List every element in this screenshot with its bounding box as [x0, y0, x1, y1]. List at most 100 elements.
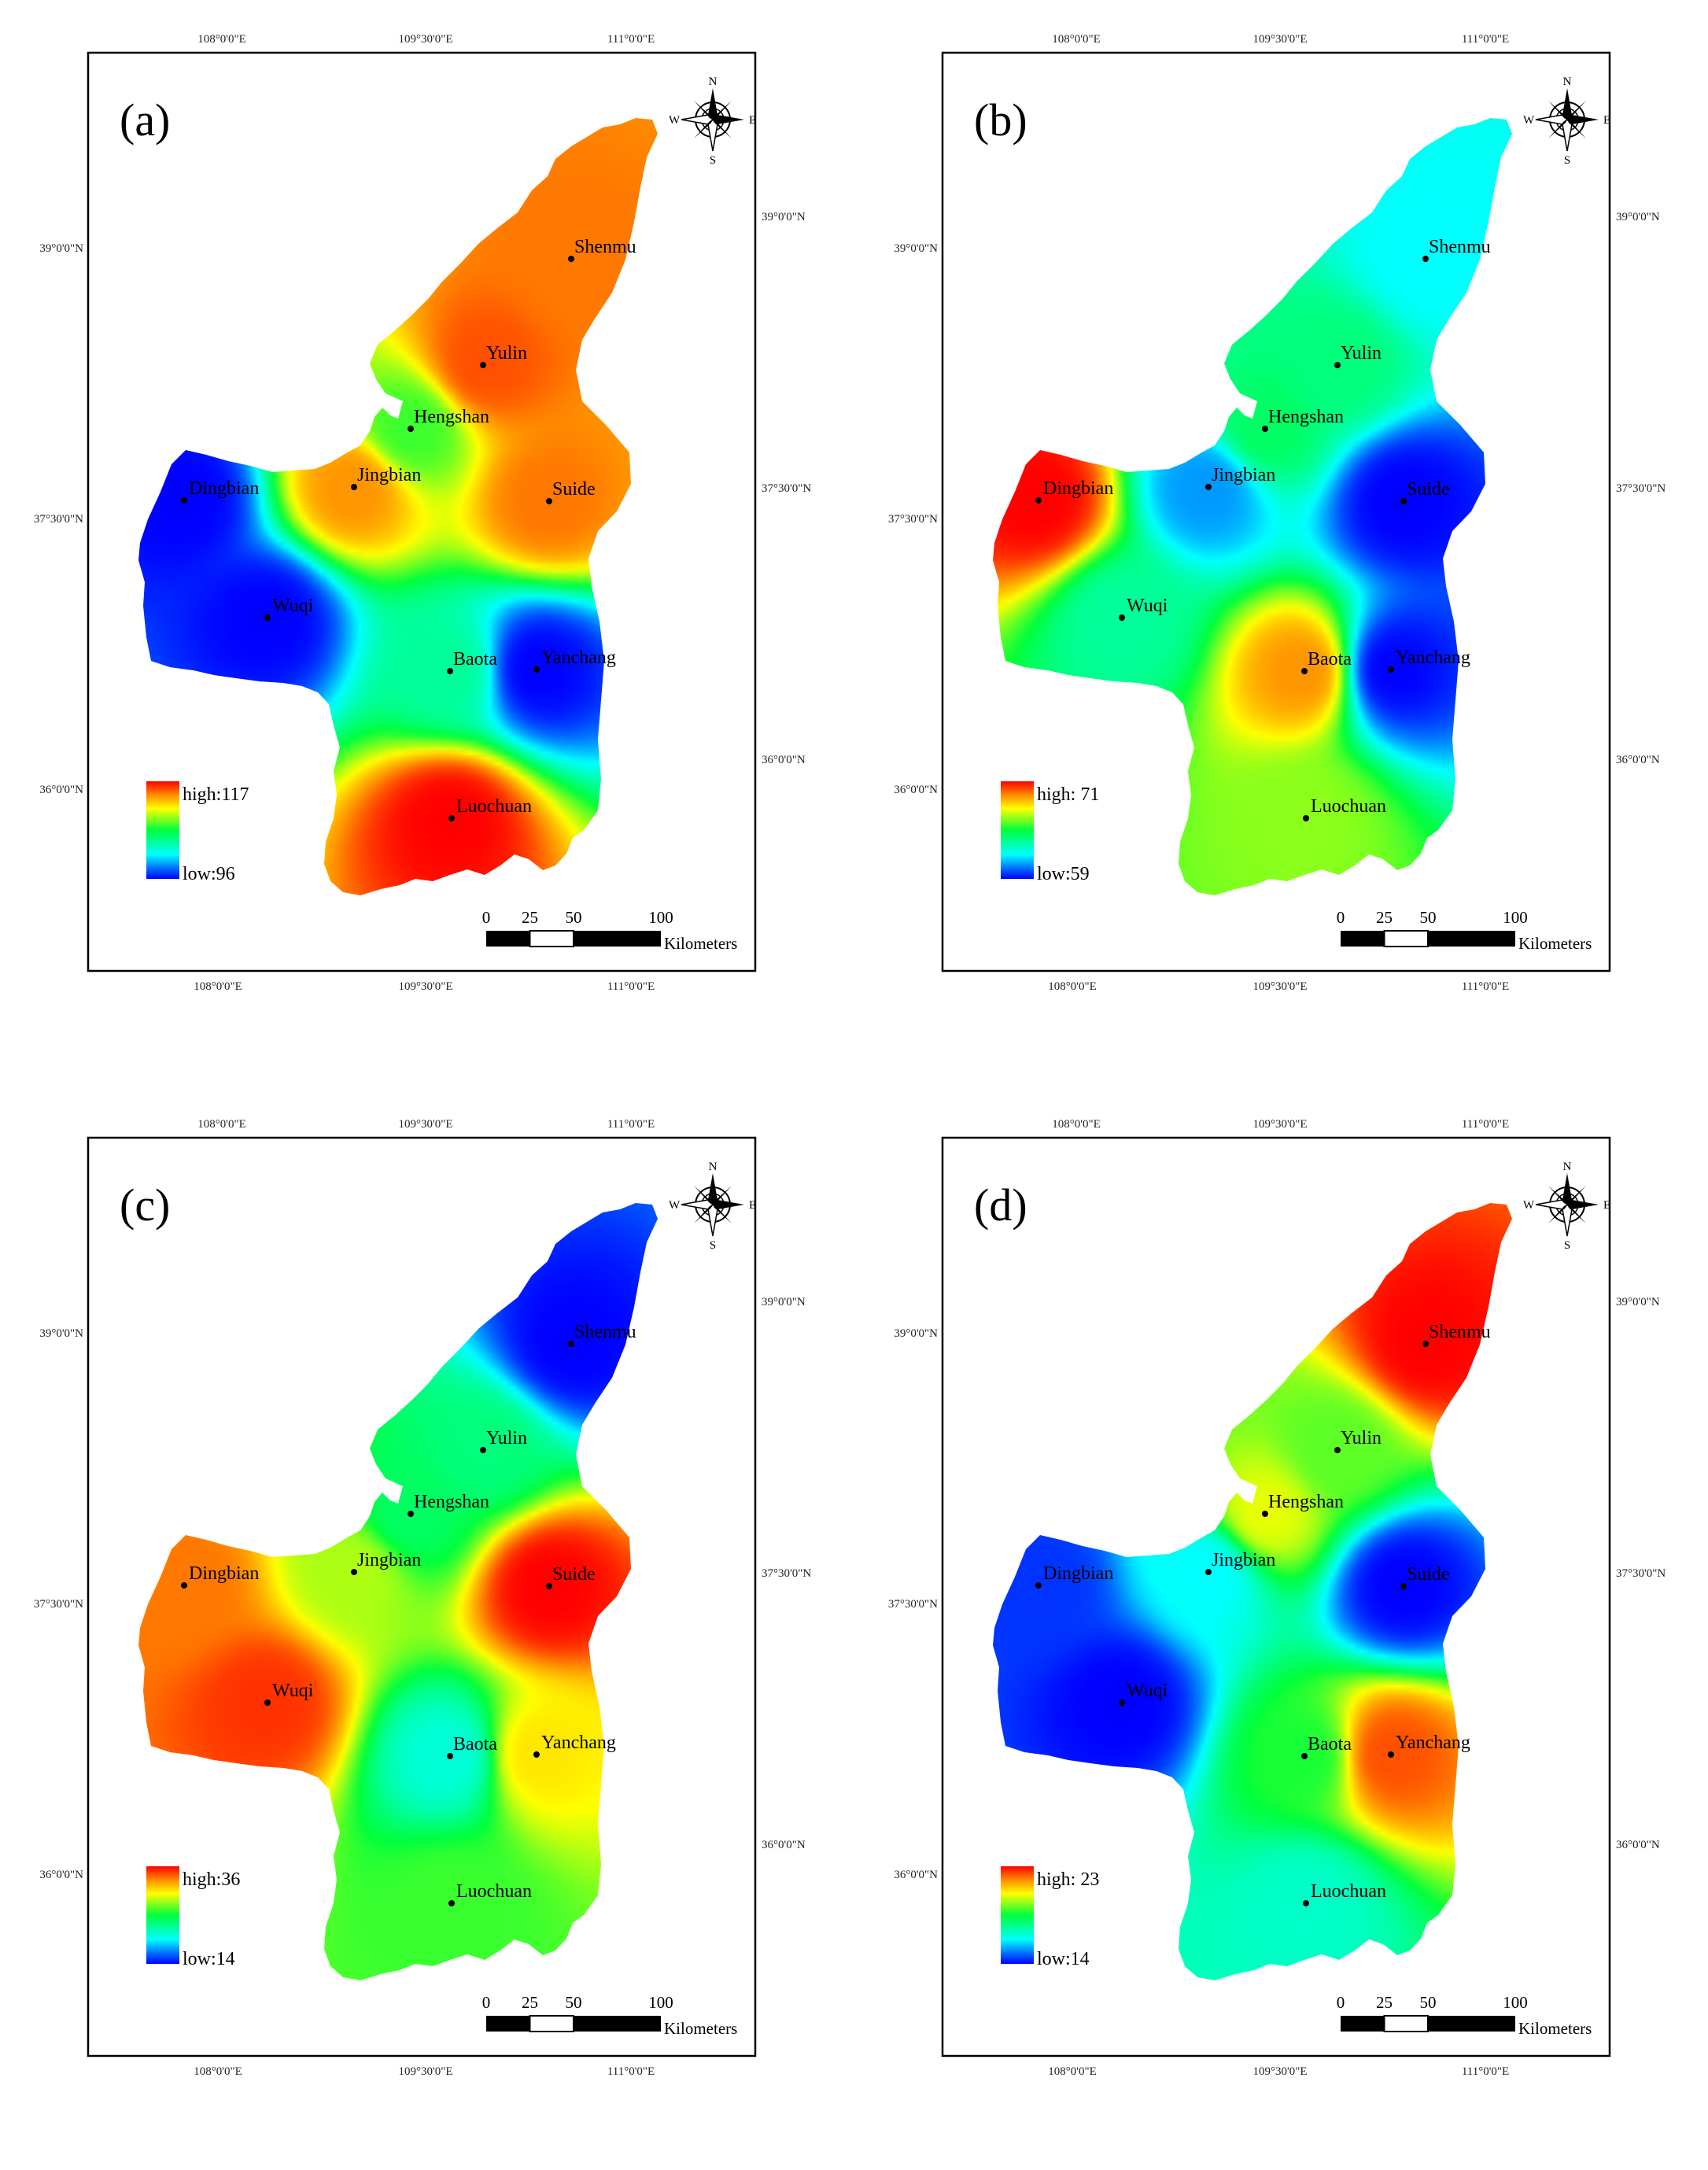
city-label: Baota: [453, 649, 497, 670]
bottom-lon-tick-label: 111°0'0"E: [607, 980, 655, 993]
city-marker: Wuqi: [264, 1681, 314, 1706]
scale-bar: 0 25 50 100 Kilometers: [482, 1993, 738, 2038]
scale-tick-label: 0: [482, 1993, 491, 2012]
compass-letter: S: [710, 1239, 716, 1252]
bottom-lon-tick-label: 109°30'0"E: [1253, 980, 1308, 993]
compass-rose-icon: N S E W: [1523, 76, 1610, 167]
city-label: Shenmu: [574, 237, 636, 257]
map-svg: 108°0'0"E 109°30'0"E 111°0'0"E 108°0'0"E 109…: [888, 1118, 1666, 2078]
left-lat-tick-label: 39°0'0"N: [894, 242, 938, 255]
city-label: Jingbian: [1212, 465, 1275, 485]
city-label: Dingbian: [189, 478, 259, 499]
top-lon-tick-label: 109°30'0"E: [1253, 1118, 1308, 1131]
city-label: Luochuan: [1311, 796, 1386, 817]
scale-bar: 0 25 50 100 Kilometers: [482, 908, 738, 953]
city-label: Luochuan: [1311, 1881, 1386, 1902]
bottom-lon-tick-label: 111°0'0"E: [1462, 980, 1509, 993]
left-lat-tick-label: 36°0'0"N: [39, 1869, 83, 1881]
city-label: Wuqi: [272, 1681, 314, 1701]
scale-unit-label: Kilometers: [1518, 934, 1592, 953]
compass-rose-icon: N S E W: [669, 76, 756, 167]
bottom-lon-tick-label: 108°0'0"E: [194, 980, 242, 993]
left-lat-tick-label: 36°0'0"N: [894, 784, 938, 796]
panel-label: (c): [120, 1179, 170, 1231]
city-marker: Yanchang: [1388, 1733, 1470, 1758]
scale-unit-label: Kilometers: [664, 2019, 737, 2038]
legend-low-label: low:96: [183, 864, 235, 884]
scale-tick-label: 50: [1420, 908, 1437, 927]
left-lat-tick-label: 36°0'0"N: [39, 784, 83, 796]
city-label: Yulin: [1341, 1428, 1382, 1449]
city-label: Dingbian: [1043, 1563, 1113, 1584]
city-marker: Yanchang: [533, 648, 616, 673]
city-marker: Dingbian: [1035, 1563, 1113, 1589]
city-marker: Shenmu: [568, 1322, 636, 1347]
top-lon-tick-label: 108°0'0"E: [1052, 1118, 1101, 1131]
city-marker: Hengshan: [1262, 1492, 1344, 1517]
map-frame: [941, 51, 1611, 972]
top-lon-tick-label: 109°30'0"E: [1253, 33, 1308, 46]
color-legend: high:36 low:14: [146, 1866, 240, 1969]
top-lon-tick-label: 108°0'0"E: [197, 1118, 246, 1131]
scale-bar: 0 25 50 100 Kilometers: [1337, 908, 1592, 953]
city-label: Yanchang: [1396, 648, 1470, 668]
map-panel-a: 108°0'0"E 109°30'0"E 111°0'0"E 108°0'0"E 109…: [0, 0, 854, 1085]
right-lat-tick-label: 37°30'0"N: [762, 482, 811, 495]
city-label: Jingbian: [1212, 1550, 1275, 1570]
compass-letter: E: [1603, 1199, 1610, 1212]
scale-tick-label: 0: [1337, 908, 1345, 927]
compass-rose-icon: N S E W: [1523, 1161, 1610, 1252]
city-marker: Suide: [1400, 1564, 1450, 1589]
city-marker: Yulin: [480, 1428, 527, 1453]
city-marker: Wuqi: [1119, 1681, 1168, 1706]
scale-tick-label: 25: [1376, 908, 1393, 927]
city-marker: Jingbian: [1205, 1550, 1275, 1575]
map-panel-b: 108°0'0"E 109°30'0"E 111°0'0"E 108°0'0"E 109…: [854, 0, 1708, 1085]
city-marker: Dingbian: [181, 1563, 259, 1589]
map-frame: [941, 1136, 1611, 2057]
compass-letter: N: [1563, 1161, 1572, 1173]
map-panel-d: 108°0'0"E 109°30'0"E 111°0'0"E 108°0'0"E 109…: [854, 1085, 1708, 2170]
city-marker: Wuqi: [1119, 596, 1168, 621]
scale-tick-label: 100: [648, 908, 673, 927]
bottom-lon-tick-label: 109°30'0"E: [1253, 2065, 1308, 2078]
city-marker: Baota: [1301, 649, 1352, 674]
scale-tick-label: 50: [1420, 1993, 1437, 2012]
right-lat-tick-label: 39°0'0"N: [1616, 1296, 1660, 1308]
city-label: Yulin: [486, 1428, 527, 1449]
city-label: Suide: [552, 479, 596, 500]
city-label: Hengshan: [414, 1492, 489, 1512]
legend-high-label: high:36: [183, 1869, 240, 1890]
map-svg: 108°0'0"E 109°30'0"E 111°0'0"E 108°0'0"E 109…: [34, 33, 811, 993]
left-lat-tick-label: 39°0'0"N: [894, 1327, 938, 1340]
compass-letter: S: [1564, 154, 1570, 167]
top-lon-tick-label: 111°0'0"E: [607, 1118, 655, 1131]
right-lat-tick-label: 37°30'0"N: [762, 1567, 811, 1580]
left-lat-tick-label: 36°0'0"N: [894, 1869, 938, 1881]
compass-letter: E: [749, 114, 756, 127]
city-marker: Yulin: [1334, 1428, 1382, 1453]
city-label: Yanchang: [1396, 1733, 1470, 1753]
right-lat-tick-label: 37°30'0"N: [1616, 482, 1666, 495]
map-svg: 108°0'0"E 109°30'0"E 111°0'0"E 108°0'0"E 109…: [34, 1118, 811, 2078]
bottom-lon-tick-label: 111°0'0"E: [1462, 2065, 1509, 2078]
left-lat-tick-label: 37°30'0"N: [888, 1598, 938, 1611]
city-label: Suide: [552, 1564, 596, 1585]
legend-high-label: high:117: [183, 784, 249, 805]
compass-letter: W: [1523, 114, 1535, 127]
legend-high-label: high: 23: [1037, 1869, 1099, 1890]
city-label: Hengshan: [414, 407, 489, 427]
city-marker: Suide: [546, 1564, 596, 1589]
scale-tick-label: 50: [566, 1993, 582, 2012]
compass-letter: N: [1563, 76, 1572, 88]
scale-tick-label: 50: [566, 908, 582, 927]
compass-letter: S: [710, 154, 716, 167]
right-lat-tick-label: 36°0'0"N: [762, 754, 806, 766]
city-label: Shenmu: [1429, 237, 1491, 257]
legend-low-label: low:14: [1037, 1949, 1090, 1969]
city-marker: Shenmu: [1422, 237, 1491, 262]
city-marker: Dingbian: [181, 478, 259, 504]
left-lat-tick-label: 37°30'0"N: [34, 513, 83, 526]
color-legend: high: 71 low:59: [1001, 781, 1099, 884]
